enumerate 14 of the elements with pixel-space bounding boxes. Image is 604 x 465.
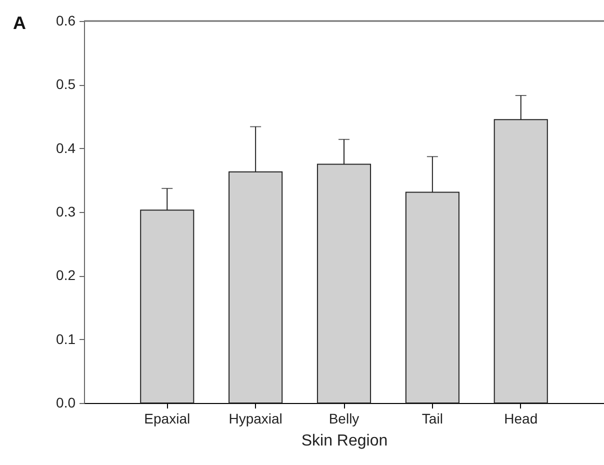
x-tick-label: Belly — [328, 410, 360, 426]
y-tick-label: 0.5 — [56, 76, 76, 92]
x-tick-label: Epaxial — [144, 410, 190, 426]
y-tick-label: 0.3 — [56, 204, 76, 220]
y-tick-label: 0.6 — [56, 12, 76, 28]
x-axis-title: Skin Region — [301, 432, 388, 450]
text: A — [13, 13, 26, 33]
y-tick-label: 0.0 — [56, 394, 76, 410]
x-tick-label: Hypaxial — [228, 410, 282, 426]
y-tick-label: 0.1 — [56, 330, 76, 347]
x-tick-label: Head — [504, 410, 538, 426]
x-tick-label: Tail — [422, 410, 443, 426]
y-tick-label: 0.2 — [56, 267, 76, 284]
y-tick-label: 0.4 — [56, 140, 76, 156]
